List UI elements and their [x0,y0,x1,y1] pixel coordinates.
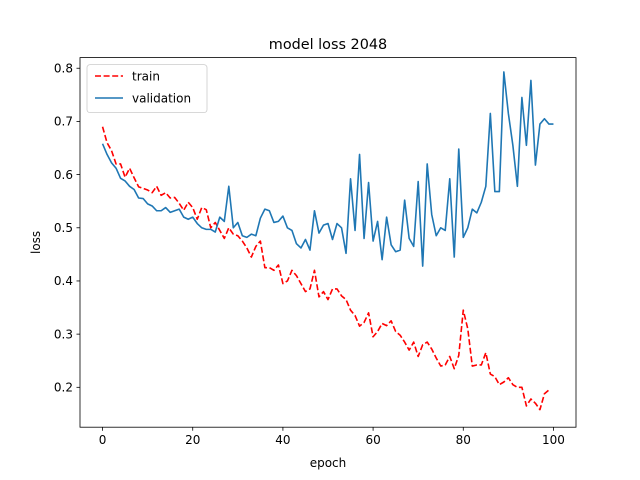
legend: train validation [86,64,208,113]
series-line-train [101,126,550,411]
y-tick-label: 0.2 [54,381,73,395]
x-axis-label: epoch [310,456,347,470]
y-tick-label: 0.8 [54,61,73,75]
x-tick-label: 40 [275,433,290,447]
series-line-validation [101,71,554,267]
y-tick-label: 0.7 [54,115,73,129]
chart-title: model loss 2048 [269,37,387,53]
y-axis: 0.2 0.3 0.4 0.5 0.6 0.7 0.8 [54,61,80,395]
x-tick-label: 80 [456,433,471,447]
y-tick-label: 0.5 [54,221,73,235]
x-tick-label: 100 [542,433,565,447]
plot-area [101,71,554,411]
y-tick-label: 0.4 [54,274,73,288]
x-tick-label: 20 [185,433,200,447]
x-axis: 0 20 40 60 80 100 [99,427,565,447]
legend-label-validation: validation [132,92,191,106]
plot-frame [79,57,577,428]
x-tick-label: 60 [365,433,380,447]
x-tick-label: 0 [99,433,107,447]
y-tick-label: 0.3 [54,327,73,341]
y-tick-label: 0.6 [54,168,73,182]
legend-label-train: train [132,70,160,84]
y-axis-label: loss [29,231,43,254]
